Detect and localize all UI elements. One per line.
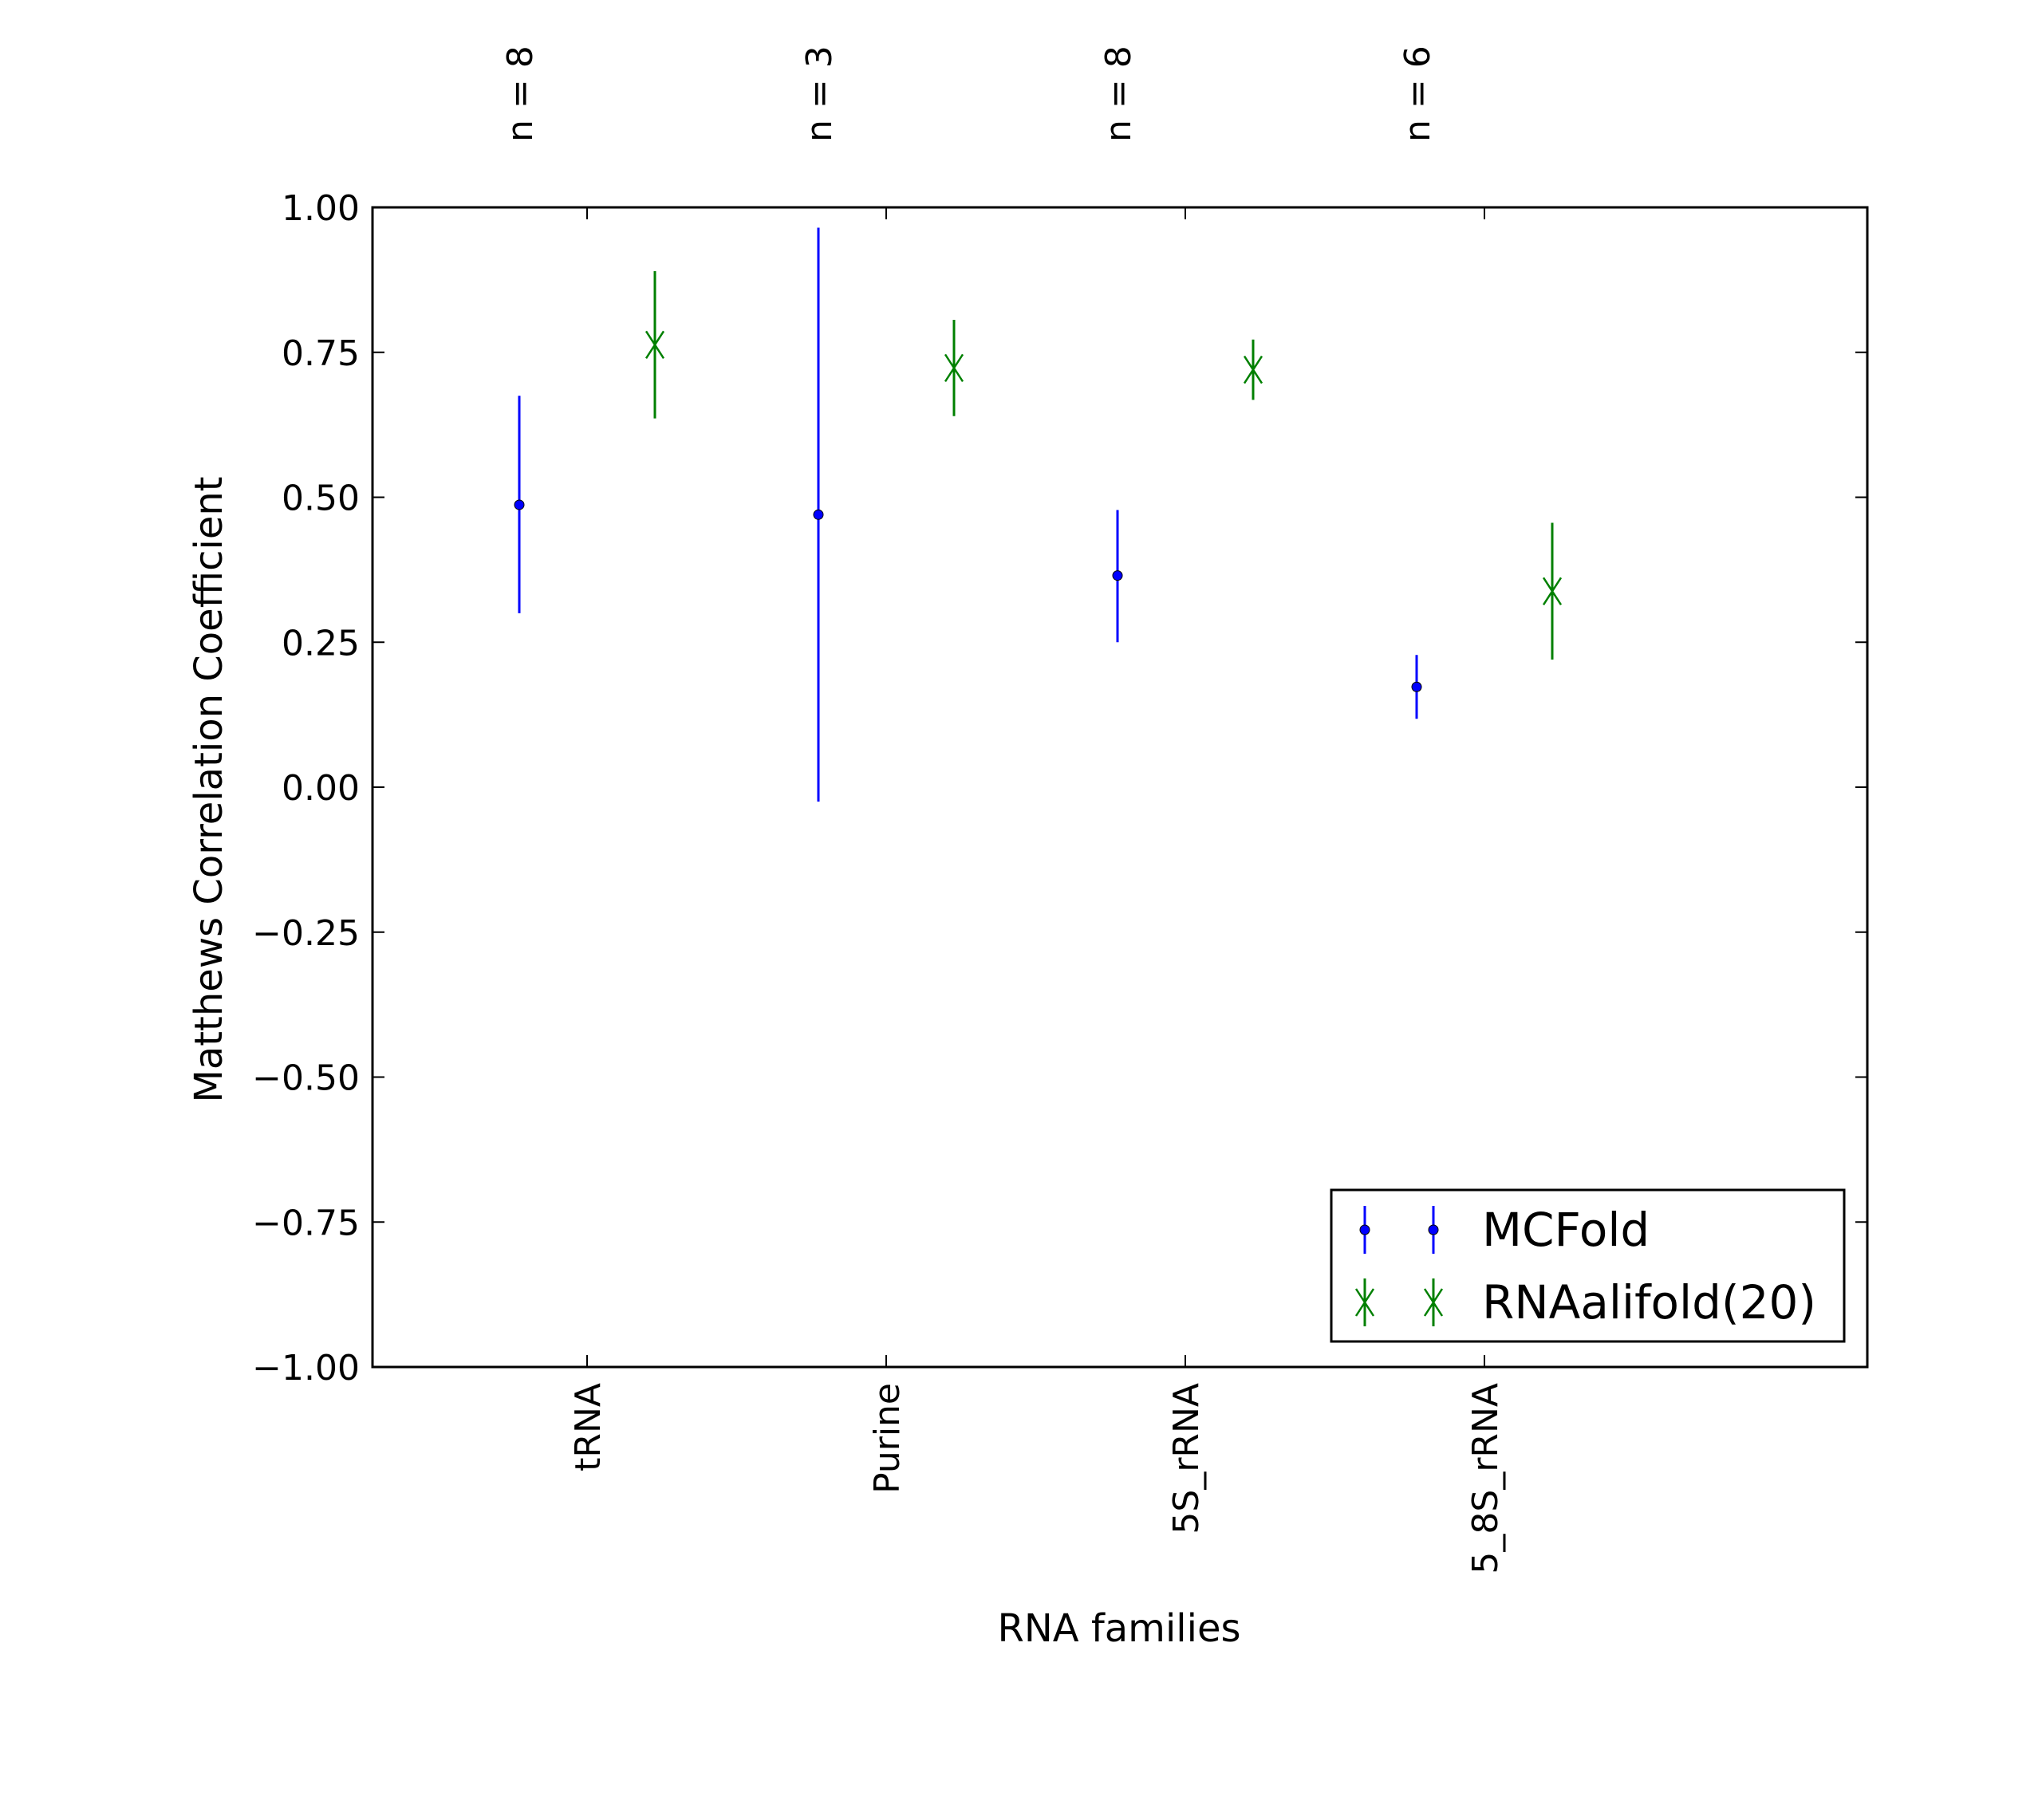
x-tick-label: Purine xyxy=(867,1383,908,1494)
data-point xyxy=(1411,681,1422,692)
y-axis-label: Matthews Correlation Coefficient xyxy=(187,476,231,1102)
data-point xyxy=(645,330,665,359)
y-tick-label: −0.25 xyxy=(252,913,360,954)
y-tick-label: −1.00 xyxy=(252,1348,360,1389)
legend-marker xyxy=(1423,1288,1444,1317)
x-tick-label: tRNA xyxy=(568,1383,609,1471)
legend-label: MCFold xyxy=(1482,1203,1650,1257)
y-tick-label: 0.00 xyxy=(282,768,360,809)
data-point xyxy=(1542,577,1563,605)
legend-marker xyxy=(1359,1224,1370,1235)
legend-marker xyxy=(1428,1224,1439,1235)
x-axis-label: RNA families xyxy=(998,1606,1241,1651)
data-point xyxy=(813,509,824,520)
data-point xyxy=(1243,355,1263,384)
y-tick-label: −0.75 xyxy=(252,1203,360,1243)
legend-label: RNAalifold(20) xyxy=(1482,1275,1816,1330)
sample-size-label: n = 3 xyxy=(799,45,840,142)
data-point xyxy=(514,499,525,510)
data-point xyxy=(1112,570,1123,581)
legend-marker xyxy=(1354,1288,1375,1317)
y-tick-label: −0.50 xyxy=(252,1058,360,1099)
x-tick-label: 5S_rRNA xyxy=(1166,1383,1207,1534)
y-tick-label: 0.75 xyxy=(282,333,360,374)
plot-frame xyxy=(371,206,1869,1369)
legend-box xyxy=(1330,1188,1846,1343)
sample-size-label: n = 8 xyxy=(500,45,541,142)
y-tick-label: 0.50 xyxy=(282,479,360,519)
sample-size-label: n = 6 xyxy=(1397,45,1438,142)
data-point xyxy=(944,353,964,383)
plot-area: 1.00 0.75 0.50 0.25 0.00 −0.25 −0.50 −0.75 −1.00… xyxy=(252,45,1869,1574)
sample-size-label: n = 8 xyxy=(1098,45,1139,142)
x-tick-label: 5_8S_rRNA xyxy=(1465,1383,1506,1574)
y-tick-label: 0.25 xyxy=(282,623,360,664)
legend: MCFold RNAalifold(20) xyxy=(1330,1188,1846,1343)
y-tick-label: 1.00 xyxy=(282,188,360,229)
